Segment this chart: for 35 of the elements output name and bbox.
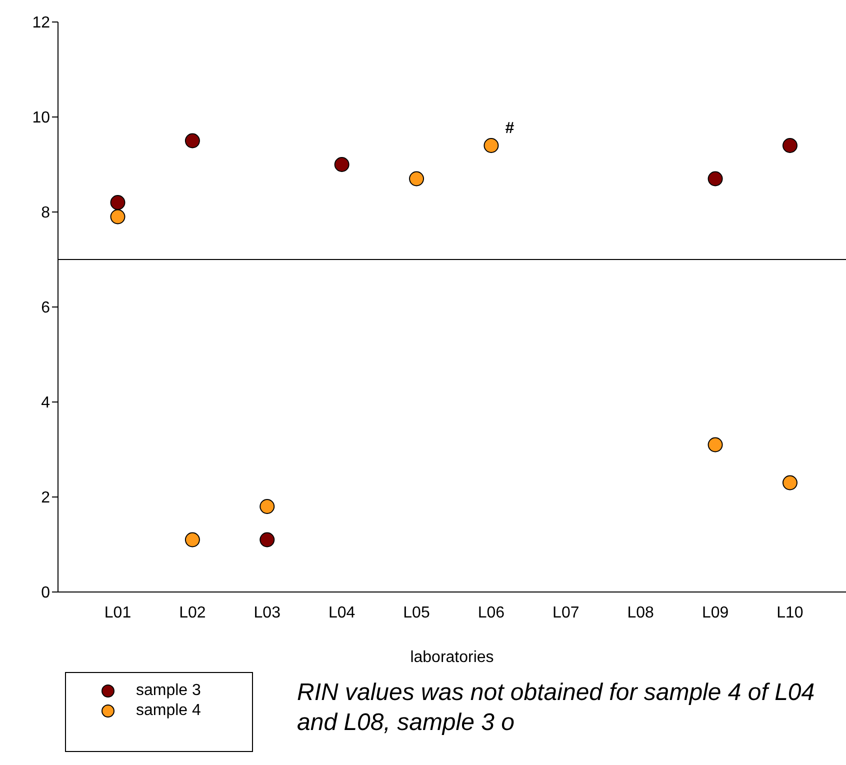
point [782,475,798,490]
y-tick-label: 8 [41,204,50,222]
point [110,209,126,224]
x-tick-label: L04 [328,604,356,622]
x-tick-label: L03 [254,604,281,622]
x-tick-label: L09 [702,604,729,622]
point [708,437,723,452]
x-tick-label: L06 [478,604,505,622]
annotation: # [505,120,514,138]
point [409,171,424,186]
point [708,171,723,186]
point [260,532,275,548]
x-tick-label: L07 [552,604,580,622]
point [334,157,350,172]
x-tick-label: L02 [179,604,206,622]
y-tick-label: 2 [41,490,50,507]
point [782,138,798,153]
point [484,138,499,153]
y-tick-label: 10 [32,110,50,127]
point [110,195,126,210]
point [260,499,275,514]
x-axis-title: laboratories [410,649,494,666]
x-tick-label: L05 [403,604,430,622]
x-tick-label: L01 [104,604,132,622]
point [184,133,200,148]
legend-label: sample 4 [136,702,201,720]
legend-label: sample 3 [136,682,201,700]
y-tick-label: 6 [41,300,50,317]
y-tick-label: 4 [41,394,50,412]
x-tick-label: L08 [627,604,654,622]
y-tick-label: 0 [41,584,50,602]
x-tick-label: L10 [776,604,804,622]
text: RIN values was not obtained for sample 4 of L04 and L08, sample 3 o [297,678,816,738]
y-tick-label: 12 [32,14,50,32]
point [184,532,200,548]
